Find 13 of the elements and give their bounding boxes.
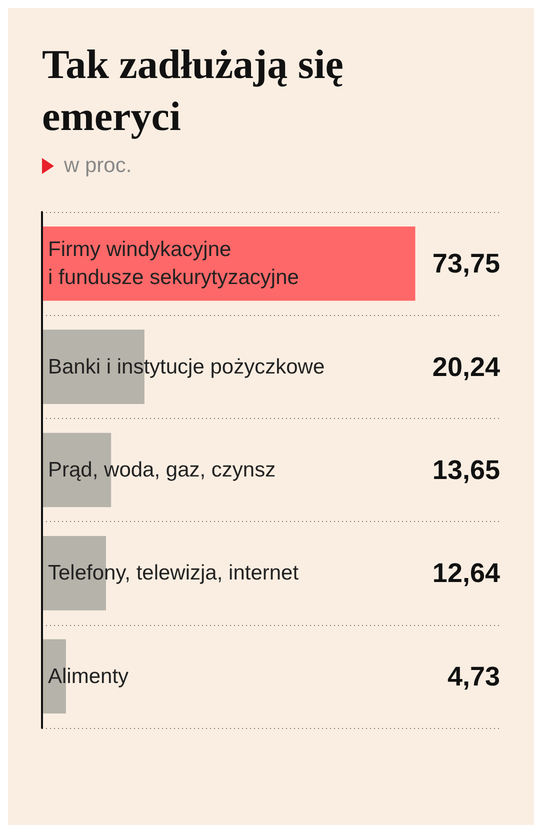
data-label: 12,64	[432, 558, 500, 588]
y-tick-label: Banki i instytucje pożyczkowe	[48, 355, 325, 378]
y-tick-label: Prąd, woda, gaz, czynsz	[48, 458, 276, 482]
y-tick-label: Firmy windykacyjne i fundusze sekurytyzacyjne	[48, 238, 299, 290]
y-tick-label: Telefony, telewizja, internet	[48, 562, 299, 585]
data-label: 20,24	[432, 352, 500, 382]
chart-title: Tak zadłużają się emeryci	[42, 40, 344, 141]
bar	[42, 226, 416, 301]
data-label: 4,73	[447, 661, 500, 692]
data-label: 73,75	[432, 248, 500, 279]
data-label: 13,65	[432, 455, 500, 485]
y-tick-label: Alimenty	[48, 664, 130, 688]
chart-subtitle: w proc.	[64, 154, 132, 178]
